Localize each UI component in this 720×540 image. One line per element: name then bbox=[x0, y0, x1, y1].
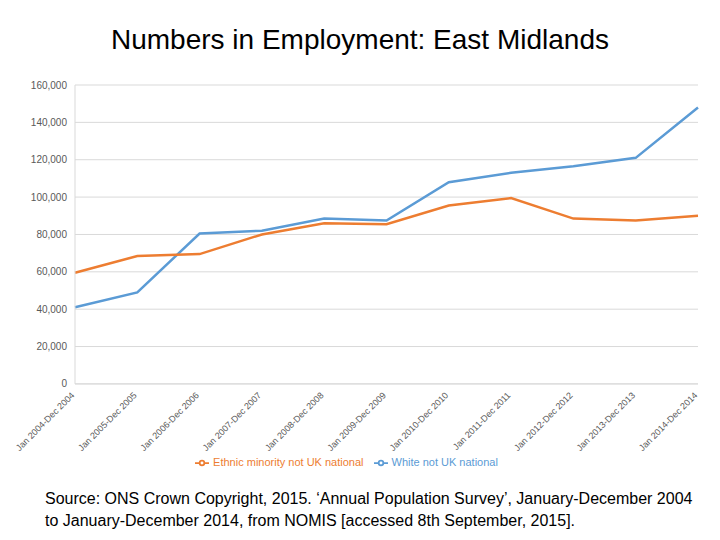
svg-text:Jan 2011-Dec 2011: Jan 2011-Dec 2011 bbox=[451, 390, 513, 452]
svg-text:Jan 2010-Dec 2010: Jan 2010-Dec 2010 bbox=[388, 390, 451, 453]
svg-text:Jan 2004-Dec 2004: Jan 2004-Dec 2004 bbox=[14, 390, 77, 453]
svg-text:40,000: 40,000 bbox=[36, 304, 67, 315]
svg-text:Jan 2005-Dec 2005: Jan 2005-Dec 2005 bbox=[76, 390, 139, 453]
svg-text:Jan 2012-Dec 2012: Jan 2012-Dec 2012 bbox=[512, 390, 575, 453]
svg-text:140,000: 140,000 bbox=[31, 117, 68, 128]
svg-text:Jan 2008-Dec 2008: Jan 2008-Dec 2008 bbox=[263, 390, 326, 453]
html-text:Ethnic minority not UK nationa: Ethnic minority not UK national bbox=[213, 455, 364, 468]
svg-text:20,000: 20,000 bbox=[36, 341, 67, 352]
svg-text:100,000: 100,000 bbox=[31, 192, 68, 203]
html-text:Source: ONS Crown Copyright, 2: Source: ONS Crown Copyright, 2015. ‘Annu… bbox=[45, 490, 693, 529]
svg-text:120,000: 120,000 bbox=[31, 154, 68, 165]
html-text:White not UK national: White not UK national bbox=[391, 455, 498, 468]
svg-text:Jan 2014-Dec 2014: Jan 2014-Dec 2014 bbox=[637, 390, 700, 453]
svg-text:60,000: 60,000 bbox=[36, 266, 67, 277]
svg-text:80,000: 80,000 bbox=[36, 229, 67, 240]
svg-text:Jan 2013-Dec 2013: Jan 2013-Dec 2013 bbox=[574, 390, 637, 453]
svg-text:Jan 2009-Dec 2009: Jan 2009-Dec 2009 bbox=[325, 390, 388, 453]
svg-text:Jan 2006-Dec 2006: Jan 2006-Dec 2006 bbox=[138, 390, 201, 453]
svg-text:0: 0 bbox=[61, 378, 67, 389]
html-text:Numbers in Employment: East Mi: Numbers in Employment: East Midlands bbox=[111, 24, 609, 55]
svg-text:160,000: 160,000 bbox=[31, 80, 68, 91]
svg-text:Jan 2007-Dec 2007: Jan 2007-Dec 2007 bbox=[201, 390, 264, 453]
